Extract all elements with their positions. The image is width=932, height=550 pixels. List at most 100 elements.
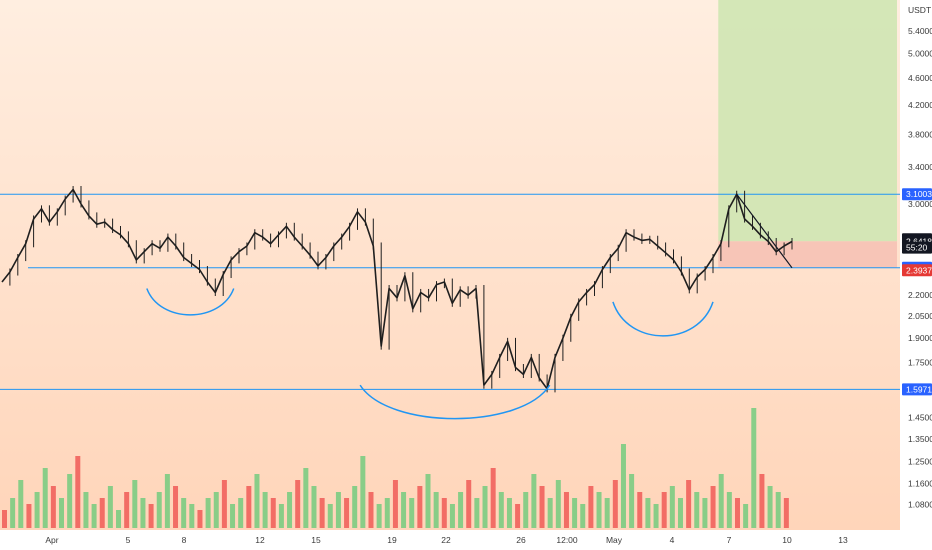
volume-bar bbox=[401, 492, 407, 528]
volume-bar bbox=[783, 498, 789, 528]
volume-bar bbox=[368, 492, 374, 528]
y-tick-label: 1.4500 bbox=[908, 413, 932, 423]
x-tick-label: 13 bbox=[838, 535, 848, 545]
x-tick-label: May bbox=[606, 535, 623, 545]
volume-bar bbox=[213, 492, 219, 528]
volume-bar bbox=[83, 492, 89, 528]
price-tag bbox=[902, 241, 932, 254]
volume-bar bbox=[91, 504, 97, 528]
price-tag bbox=[902, 383, 932, 396]
volume-bar bbox=[173, 486, 179, 528]
volume-bar bbox=[775, 492, 781, 528]
volume-bar bbox=[743, 504, 749, 528]
volume-bar bbox=[498, 492, 504, 528]
y-tick-label: 5.0000 bbox=[908, 49, 932, 59]
volume-bar bbox=[531, 474, 537, 528]
volume-bar bbox=[523, 492, 529, 528]
volume-bar bbox=[352, 486, 358, 528]
currency-label: USDT bbox=[908, 5, 931, 15]
volume-bar bbox=[278, 504, 284, 528]
volume-bar bbox=[710, 486, 716, 528]
volume-bar bbox=[303, 468, 309, 528]
y-tick-label: 5.4000 bbox=[908, 26, 932, 36]
x-tick-label: 10 bbox=[782, 535, 792, 545]
price-tag-label: 1.5971 bbox=[906, 384, 932, 394]
volume-bar bbox=[409, 498, 415, 528]
volume-bar bbox=[287, 492, 293, 528]
trendline bbox=[736, 193, 793, 269]
y-tick-label: 1.2500 bbox=[908, 456, 932, 466]
volume-bar bbox=[132, 480, 138, 528]
y-tick-label: 1.1600 bbox=[908, 478, 932, 488]
volume-bar bbox=[572, 498, 578, 528]
volume-bar bbox=[759, 474, 765, 528]
y-tick-label: 1.7500 bbox=[908, 357, 932, 367]
x-tick-label: 12:00 bbox=[556, 535, 578, 545]
cup-pattern-arc bbox=[612, 301, 714, 337]
volume-bar bbox=[620, 444, 626, 528]
volume-bar bbox=[596, 492, 602, 528]
volume-bar bbox=[156, 492, 162, 528]
volume-bar bbox=[50, 486, 56, 528]
volume-bar bbox=[116, 510, 122, 528]
x-tick-label: 7 bbox=[727, 535, 732, 545]
volume-bar bbox=[645, 498, 651, 528]
volume-bar bbox=[767, 486, 773, 528]
x-tick-label: 5 bbox=[126, 535, 131, 545]
volume-bar bbox=[254, 474, 260, 528]
volume-bar bbox=[335, 492, 341, 528]
y-tick-label: 2.0500 bbox=[908, 311, 932, 321]
volume-bar bbox=[588, 486, 594, 528]
volume-bar bbox=[311, 486, 317, 528]
time-axis-background bbox=[0, 530, 900, 550]
volume-bar bbox=[466, 480, 472, 528]
y-tick-label: 1.3500 bbox=[908, 434, 932, 444]
volume-bar bbox=[686, 480, 692, 528]
price-tag-label: 2.3937 bbox=[906, 265, 932, 275]
volume-bar bbox=[67, 474, 73, 528]
x-tick-label: 26 bbox=[516, 535, 526, 545]
long-position-stop-zone bbox=[718, 241, 897, 268]
volume-bar bbox=[669, 486, 675, 528]
volume-bar bbox=[262, 492, 268, 528]
volume-bar bbox=[734, 498, 740, 528]
volume-bar bbox=[539, 486, 545, 528]
volume-bar bbox=[181, 498, 187, 528]
volume-bar bbox=[384, 498, 390, 528]
volume-bar bbox=[458, 492, 464, 528]
y-tick-label: 1.9000 bbox=[908, 333, 932, 343]
price-tag bbox=[902, 188, 932, 201]
volume-bar bbox=[433, 492, 439, 528]
volume-bar bbox=[694, 492, 700, 528]
volume-bar bbox=[474, 498, 480, 528]
volume-bar bbox=[99, 498, 105, 528]
volume-bar bbox=[392, 480, 398, 528]
volume-bar bbox=[295, 480, 301, 528]
volume-bar bbox=[34, 492, 40, 528]
volume-bar bbox=[661, 492, 667, 528]
volume-bar bbox=[107, 486, 113, 528]
volume-bar bbox=[140, 498, 146, 528]
x-tick-label: 8 bbox=[182, 535, 187, 545]
volume-bar bbox=[653, 504, 659, 528]
volume-bar bbox=[42, 468, 48, 528]
volume-bar bbox=[612, 480, 618, 528]
volume-bar bbox=[726, 492, 732, 528]
volume-bar bbox=[197, 510, 203, 528]
y-tick-label: 3.4000 bbox=[908, 162, 932, 172]
volume-bar bbox=[205, 498, 211, 528]
x-tick-label: Apr bbox=[45, 535, 58, 545]
price-tag-label: 55:20 bbox=[906, 243, 928, 253]
volume-bar bbox=[238, 498, 244, 528]
volume-bar bbox=[59, 498, 65, 528]
volume-bar bbox=[148, 504, 154, 528]
x-tick-label: 19 bbox=[387, 535, 397, 545]
volume-bar bbox=[10, 498, 16, 528]
volume-bar bbox=[230, 504, 236, 528]
cup-pattern-arc bbox=[359, 384, 551, 420]
y-tick-label: 3.0000 bbox=[908, 199, 932, 209]
long-position-target-zone bbox=[718, 0, 897, 242]
volume-bar bbox=[718, 474, 724, 528]
